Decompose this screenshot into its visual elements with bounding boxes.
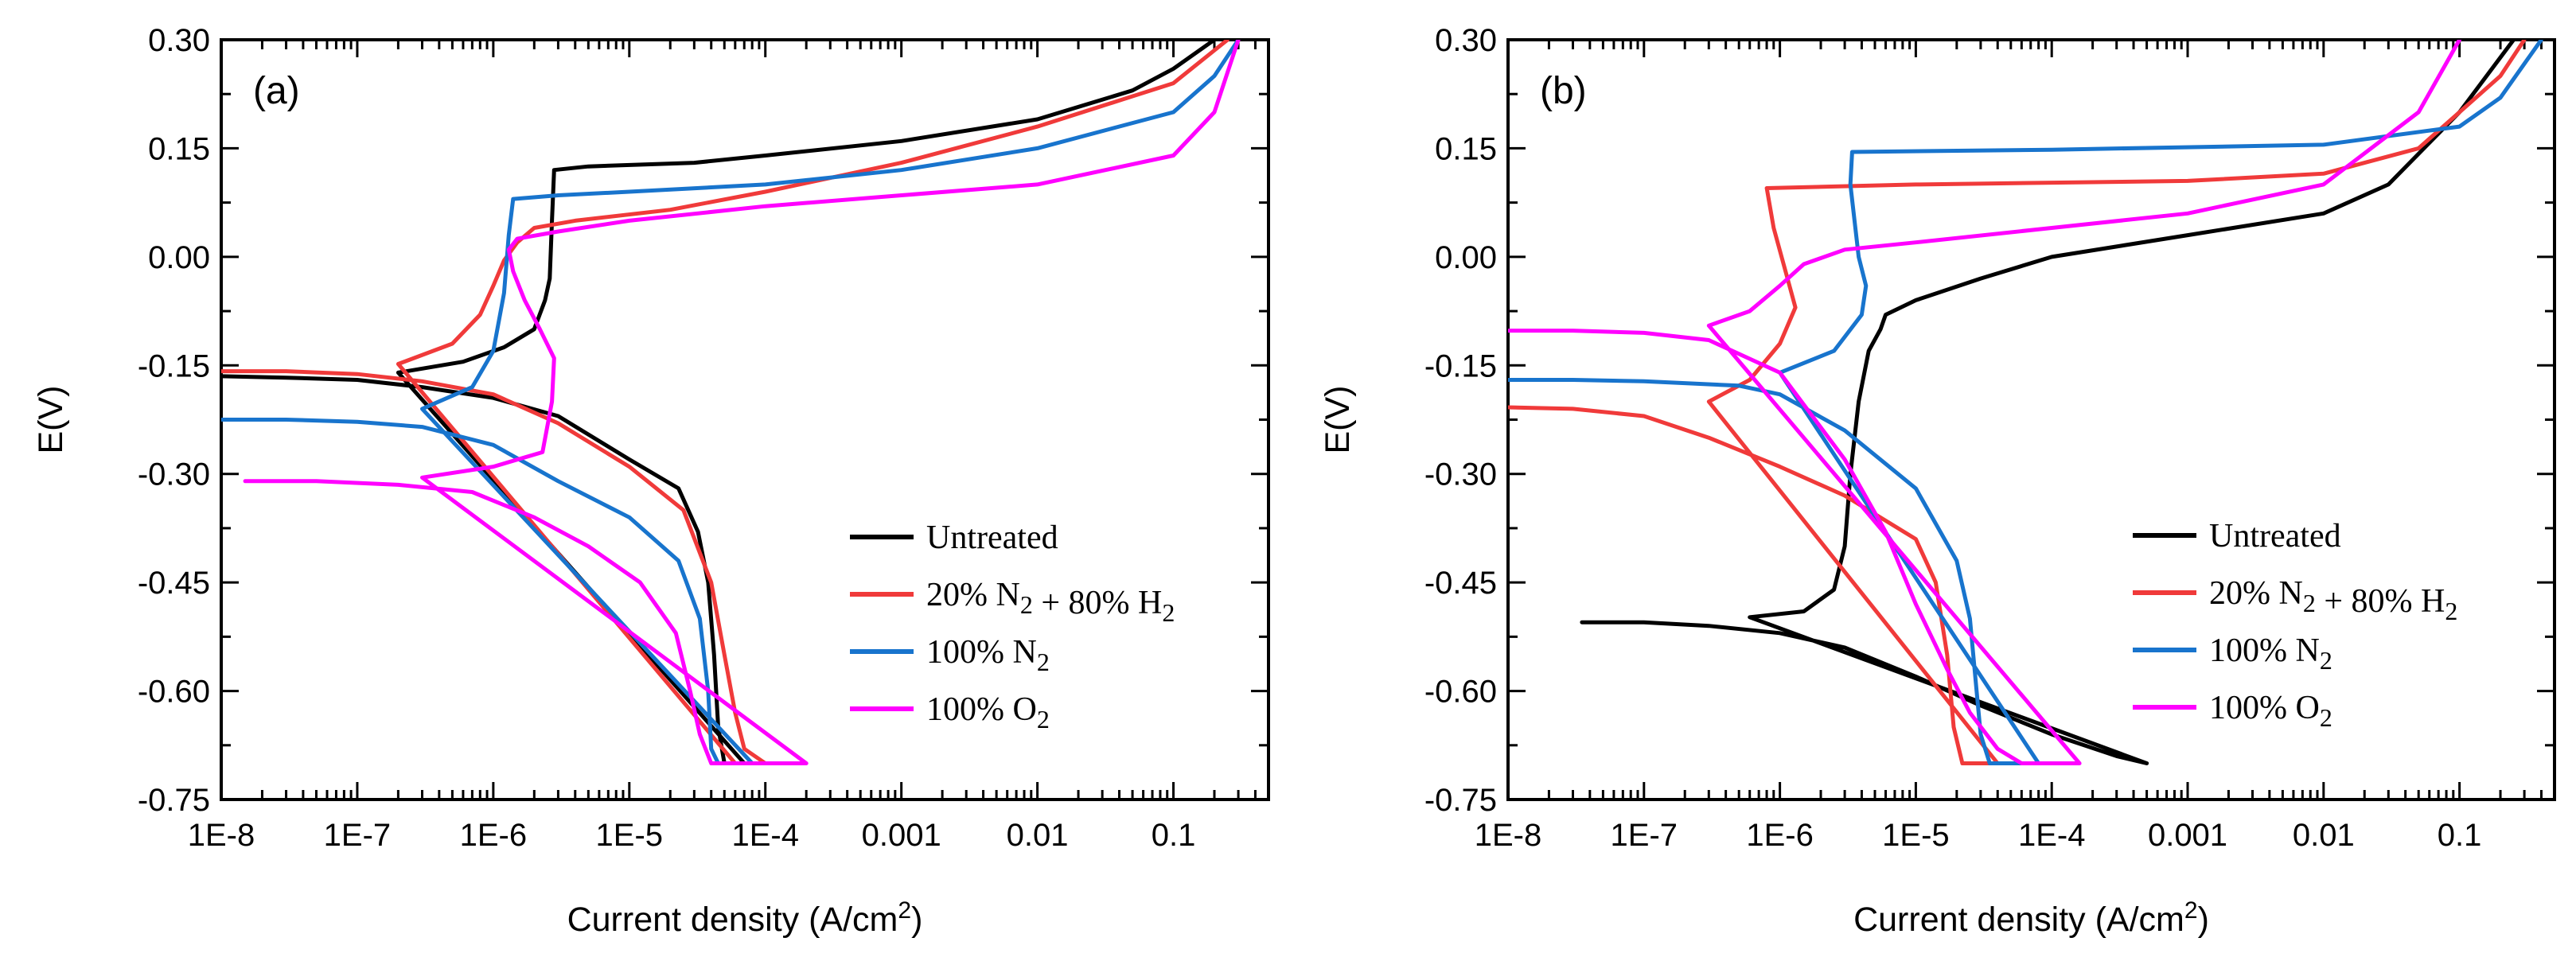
x-tick-label: 1E-7 bbox=[324, 818, 392, 853]
y-tick-label: -0.75 bbox=[138, 783, 210, 818]
y-tick-label: -0.15 bbox=[1424, 348, 1497, 383]
legend-label: 100% O2 bbox=[926, 691, 1050, 733]
x-tick-label: 0.001 bbox=[2148, 818, 2227, 853]
y-tick-label: 0.00 bbox=[148, 240, 210, 275]
panel-label: (b) bbox=[1540, 70, 1587, 112]
series-line-4 bbox=[243, 40, 1241, 765]
x-tick-label: 1E-8 bbox=[188, 818, 255, 853]
y-tick-label: 0.15 bbox=[148, 131, 210, 166]
x-axis-label: Current density (A/cm2) bbox=[567, 897, 923, 939]
y-tick-label: -0.60 bbox=[1424, 675, 1497, 710]
x-tick-label: 1E-6 bbox=[460, 818, 528, 853]
series-line-4 bbox=[1508, 40, 2462, 765]
x-tick-label: 1E-5 bbox=[1882, 818, 1950, 853]
x-tick-label: 0.01 bbox=[2293, 818, 2355, 853]
series-line-2 bbox=[1508, 40, 2527, 765]
legend-label: Untreated bbox=[2209, 518, 2341, 554]
x-axis-label: Current density (A/cm2) bbox=[1853, 897, 2209, 939]
legend-label: 100% O2 bbox=[2209, 690, 2332, 732]
y-tick-label: -0.30 bbox=[138, 457, 210, 492]
x-tick-label: 1E-6 bbox=[1746, 818, 1814, 853]
y-axis-label: E(V) bbox=[1319, 386, 1357, 454]
panel-b: 1E-8 1E-7 1E-6 1E-5 1E-4 0.001 0.01 0.1 -0.75 -0.… bbox=[1319, 23, 2556, 939]
x-tick-label: 1E-8 bbox=[1475, 818, 1542, 853]
x-tick-label: 0.001 bbox=[862, 818, 941, 853]
y-tick-label: 0.30 bbox=[148, 23, 210, 58]
x-tick-label: 1E-4 bbox=[731, 818, 799, 853]
x-tick-label: 1E-5 bbox=[596, 818, 664, 853]
y-tick-label: -0.60 bbox=[138, 675, 210, 710]
y-tick-label: -0.15 bbox=[138, 348, 210, 383]
y-tick-label: -0.30 bbox=[1424, 457, 1497, 492]
y-tick-label: -0.45 bbox=[1424, 566, 1497, 601]
x-tick-label: 0.01 bbox=[1007, 818, 1069, 853]
legend-label: Untreated bbox=[926, 519, 1058, 556]
y-tick-label: 0.15 bbox=[1435, 131, 1497, 166]
legend-label: 20% N2 + 80% H2 bbox=[2209, 575, 2457, 625]
panel-label: (a) bbox=[253, 70, 300, 112]
series-line-1 bbox=[221, 40, 1217, 765]
y-tick-label: 0.00 bbox=[1435, 240, 1497, 275]
legend-label: 20% N2 + 80% H2 bbox=[926, 577, 1175, 627]
series-line-1 bbox=[1580, 40, 2516, 765]
y-axis-label: E(V) bbox=[32, 386, 70, 454]
x-tick-label: 1E-4 bbox=[2018, 818, 2086, 853]
y-tick-label: -0.75 bbox=[1424, 783, 1497, 818]
series-line-3 bbox=[221, 40, 1241, 765]
panel-a: 1E-8 1E-7 1E-6 1E-5 1E-4 0.001 0.01 0.1 -0.75 -0.… bbox=[32, 23, 1270, 939]
x-tick-label: 0.1 bbox=[1152, 818, 1196, 853]
x-tick-label: 1E-7 bbox=[1611, 818, 1678, 853]
y-tick-label: -0.45 bbox=[138, 566, 210, 601]
legend-label: 100% N2 bbox=[926, 634, 1050, 676]
legend-label: 100% N2 bbox=[2209, 632, 2332, 675]
x-tick-label: 0.1 bbox=[2438, 818, 2482, 853]
y-tick-label: 0.30 bbox=[1435, 23, 1497, 58]
